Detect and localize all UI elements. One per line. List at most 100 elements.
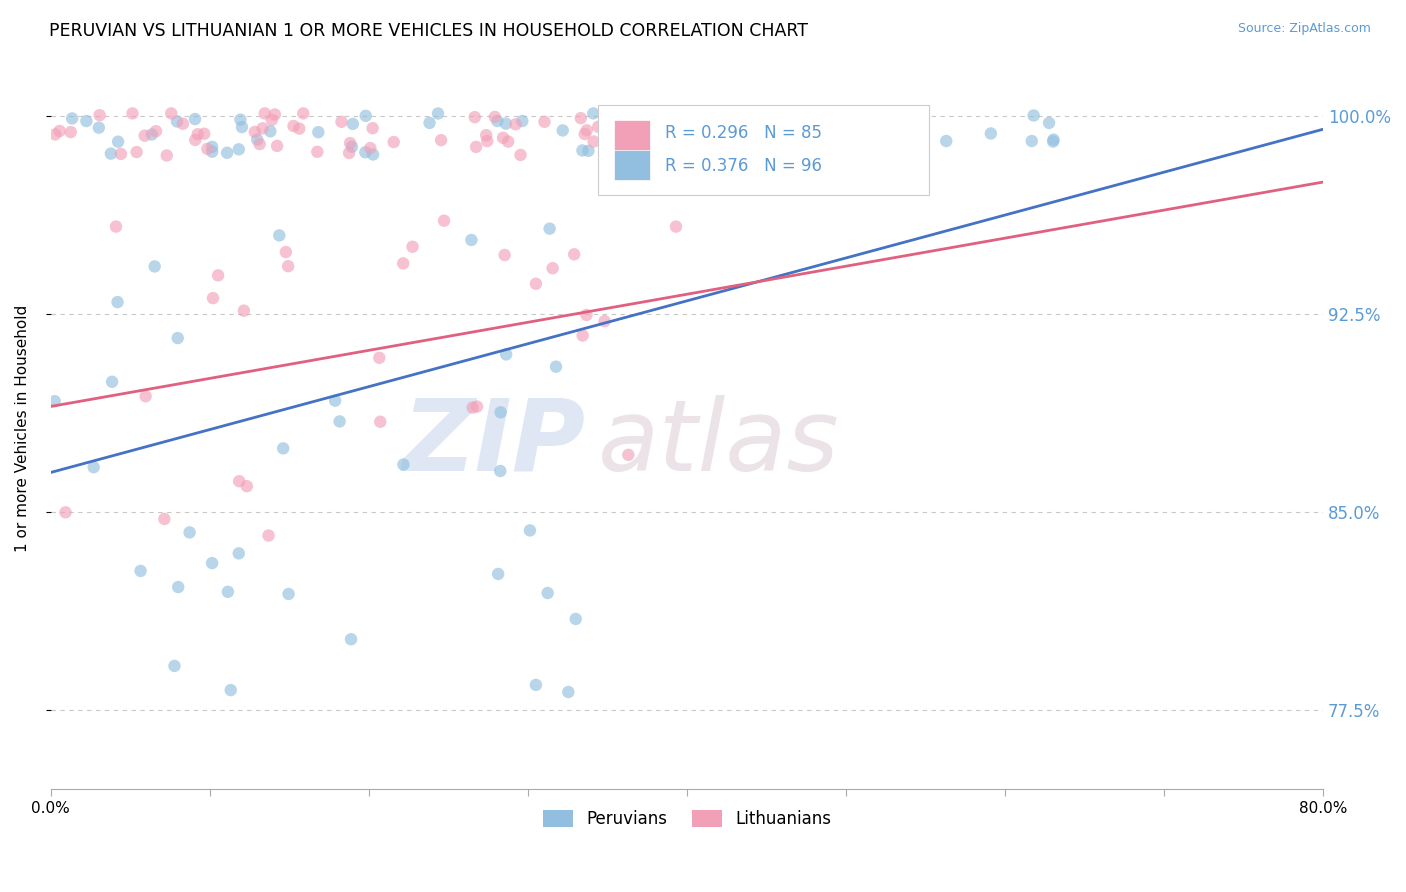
Point <box>172 117 194 131</box>
Point <box>219 683 242 698</box>
Point <box>900 136 922 150</box>
Point <box>464 110 486 124</box>
Point <box>228 142 250 156</box>
Point <box>509 148 531 162</box>
Point <box>187 128 209 142</box>
Point <box>495 347 517 361</box>
Point <box>392 458 415 472</box>
Point <box>575 308 598 322</box>
Point <box>253 106 276 120</box>
Point <box>354 145 377 160</box>
Point <box>806 112 828 126</box>
Point <box>524 277 547 291</box>
Point <box>129 564 152 578</box>
Point <box>571 328 593 343</box>
Point <box>574 127 596 141</box>
Text: Source: ZipAtlas.com: Source: ZipAtlas.com <box>1237 22 1371 36</box>
Point <box>184 133 207 147</box>
Point <box>1021 134 1043 148</box>
Point <box>828 126 851 140</box>
FancyBboxPatch shape <box>598 104 929 194</box>
Point <box>292 106 315 120</box>
Point <box>153 512 176 526</box>
Point <box>392 256 415 270</box>
Point <box>830 130 852 145</box>
Point <box>571 144 593 158</box>
Point <box>841 126 863 140</box>
Point <box>524 678 547 692</box>
Point <box>586 120 609 134</box>
Point <box>658 107 681 121</box>
Point <box>249 137 271 152</box>
Legend: Peruvians, Lithuanians: Peruvians, Lithuanians <box>536 804 838 835</box>
Point <box>768 142 790 156</box>
Point <box>382 135 405 149</box>
Y-axis label: 1 or more Vehicles in Household: 1 or more Vehicles in Household <box>15 305 30 552</box>
Point <box>89 108 111 122</box>
Point <box>368 351 391 365</box>
Point <box>160 106 183 120</box>
Point <box>652 110 675 124</box>
Point <box>747 143 769 157</box>
Point <box>134 128 156 143</box>
Bar <box>614 149 650 179</box>
Point <box>201 291 224 305</box>
Point <box>340 139 363 153</box>
Point <box>668 134 690 148</box>
Point <box>486 114 509 128</box>
Text: R = 0.296   N = 85: R = 0.296 N = 85 <box>665 124 823 142</box>
Point <box>229 112 252 127</box>
Text: PERUVIAN VS LITHUANIAN 1 OR MORE VEHICLES IN HOUSEHOLD CORRELATION CHART: PERUVIAN VS LITHUANIAN 1 OR MORE VEHICLE… <box>49 22 808 40</box>
Text: ZIP: ZIP <box>402 395 585 491</box>
Point <box>845 132 868 146</box>
Point <box>623 128 645 143</box>
Point <box>551 123 574 137</box>
Point <box>544 359 567 374</box>
Point <box>264 107 287 121</box>
Point <box>105 219 128 234</box>
Point <box>419 116 441 130</box>
Point <box>605 147 627 161</box>
Point <box>107 295 129 310</box>
Point <box>44 394 66 409</box>
Point <box>575 123 598 137</box>
Text: atlas: atlas <box>598 395 839 491</box>
Point <box>125 145 148 159</box>
Point <box>87 120 110 135</box>
Point <box>231 120 253 134</box>
Point <box>465 400 488 414</box>
Point <box>672 148 695 162</box>
Point <box>228 546 250 560</box>
Point <box>110 147 132 161</box>
Point <box>655 112 678 127</box>
Point <box>266 139 288 153</box>
Point <box>496 135 519 149</box>
Point <box>430 133 453 147</box>
Point <box>48 124 70 138</box>
Point <box>799 108 821 122</box>
Point <box>484 110 506 124</box>
Point <box>259 124 281 138</box>
Point <box>486 566 509 581</box>
Point <box>537 586 560 600</box>
Point <box>288 121 311 136</box>
Point <box>307 145 329 159</box>
Bar <box>614 120 650 150</box>
Point <box>582 106 605 120</box>
Point <box>851 145 873 160</box>
Point <box>578 144 600 158</box>
Point <box>361 147 384 161</box>
Point <box>274 245 297 260</box>
Point <box>342 117 364 131</box>
Point <box>246 132 269 146</box>
Point <box>489 464 512 478</box>
Point <box>59 125 82 139</box>
Point <box>207 268 229 283</box>
Point <box>252 121 274 136</box>
Point <box>269 228 291 243</box>
Point <box>236 479 259 493</box>
Point <box>748 123 770 137</box>
Point <box>475 128 498 143</box>
Point <box>323 393 346 408</box>
Point <box>179 525 201 540</box>
